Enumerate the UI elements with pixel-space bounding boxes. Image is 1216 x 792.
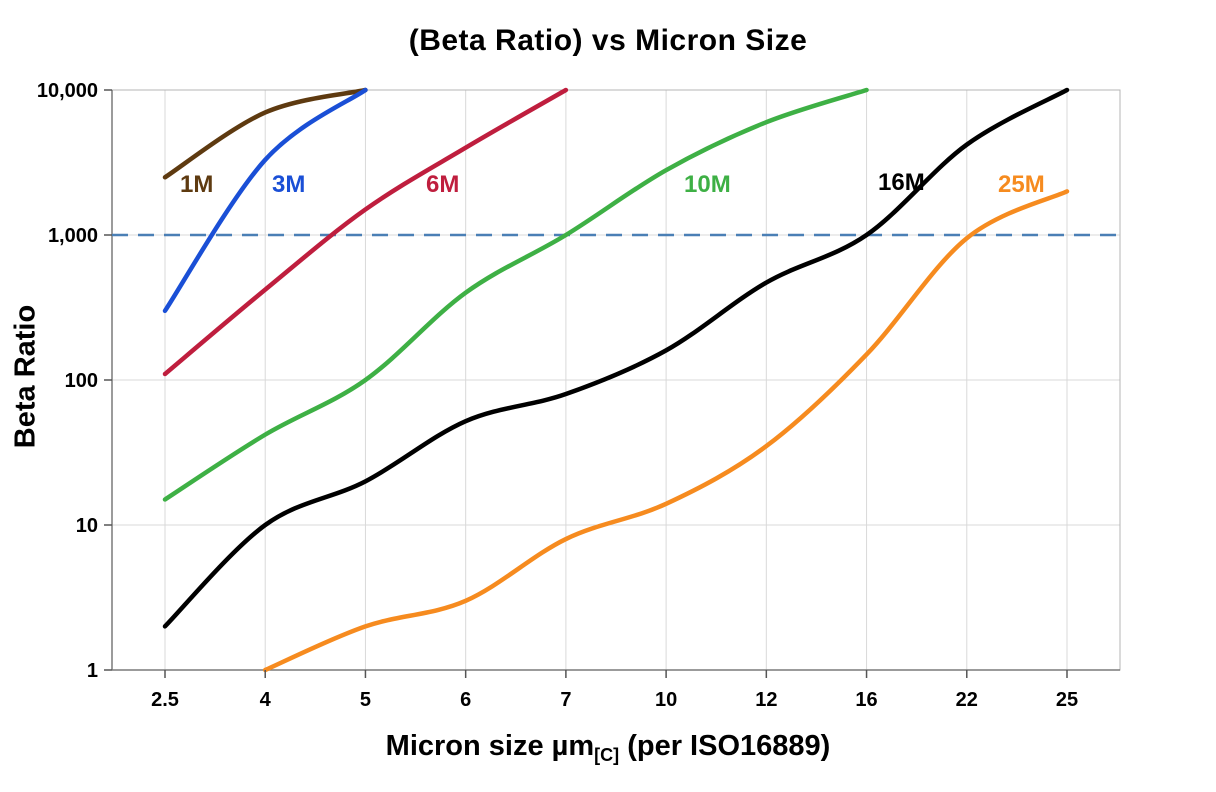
series-label-6M: 6M <box>426 171 459 198</box>
series-line-25M <box>262 189 1070 673</box>
series-label-16M: 16M <box>878 169 925 196</box>
y-tick-label: 10 <box>76 515 98 537</box>
x-tick-label: 10 <box>655 689 677 711</box>
x-axis-title-suffix: (per ISO16889) <box>619 730 831 762</box>
chart-title: (Beta Ratio) vs Micron Size <box>408 24 808 57</box>
x-tick-label: 7 <box>560 689 571 711</box>
series-line-1M <box>162 87 368 180</box>
x-tick-label: 16 <box>855 689 877 711</box>
x-tick-label: 6 <box>460 689 471 711</box>
series-line-6M <box>162 87 569 377</box>
y-tick-label: 1 <box>87 660 98 682</box>
y-tick-label: 100 <box>65 370 98 392</box>
x-axis-title-subscript: [C] <box>594 745 620 765</box>
series-line-10M <box>162 87 869 502</box>
series-group <box>162 87 1070 673</box>
series-line-16M <box>162 87 1070 629</box>
x-tick-label: 5 <box>360 689 371 711</box>
y-tick-label: 10,000 <box>37 80 98 102</box>
x-tick-label: 4 <box>260 689 272 711</box>
series-label-3M: 3M <box>272 171 305 198</box>
series-label-10M: 10M <box>684 171 731 198</box>
x-tick-label: 2.5 <box>151 689 179 711</box>
x-axis-title-main: Micron size µm <box>385 730 595 762</box>
y-tick-label: 1,000 <box>48 225 98 247</box>
x-tick-label: 12 <box>755 689 777 711</box>
series-line-3M <box>162 87 368 314</box>
series-label-25M: 25M <box>998 171 1045 198</box>
series-label-1M: 1M <box>180 171 213 198</box>
x-tick-label: 22 <box>956 689 978 711</box>
x-tick-label: 25 <box>1056 689 1078 711</box>
x-axis-title: Micron size µm[C] (per ISO16889) <box>0 730 1216 766</box>
y-axis-title: Beta Ratio <box>9 304 42 449</box>
